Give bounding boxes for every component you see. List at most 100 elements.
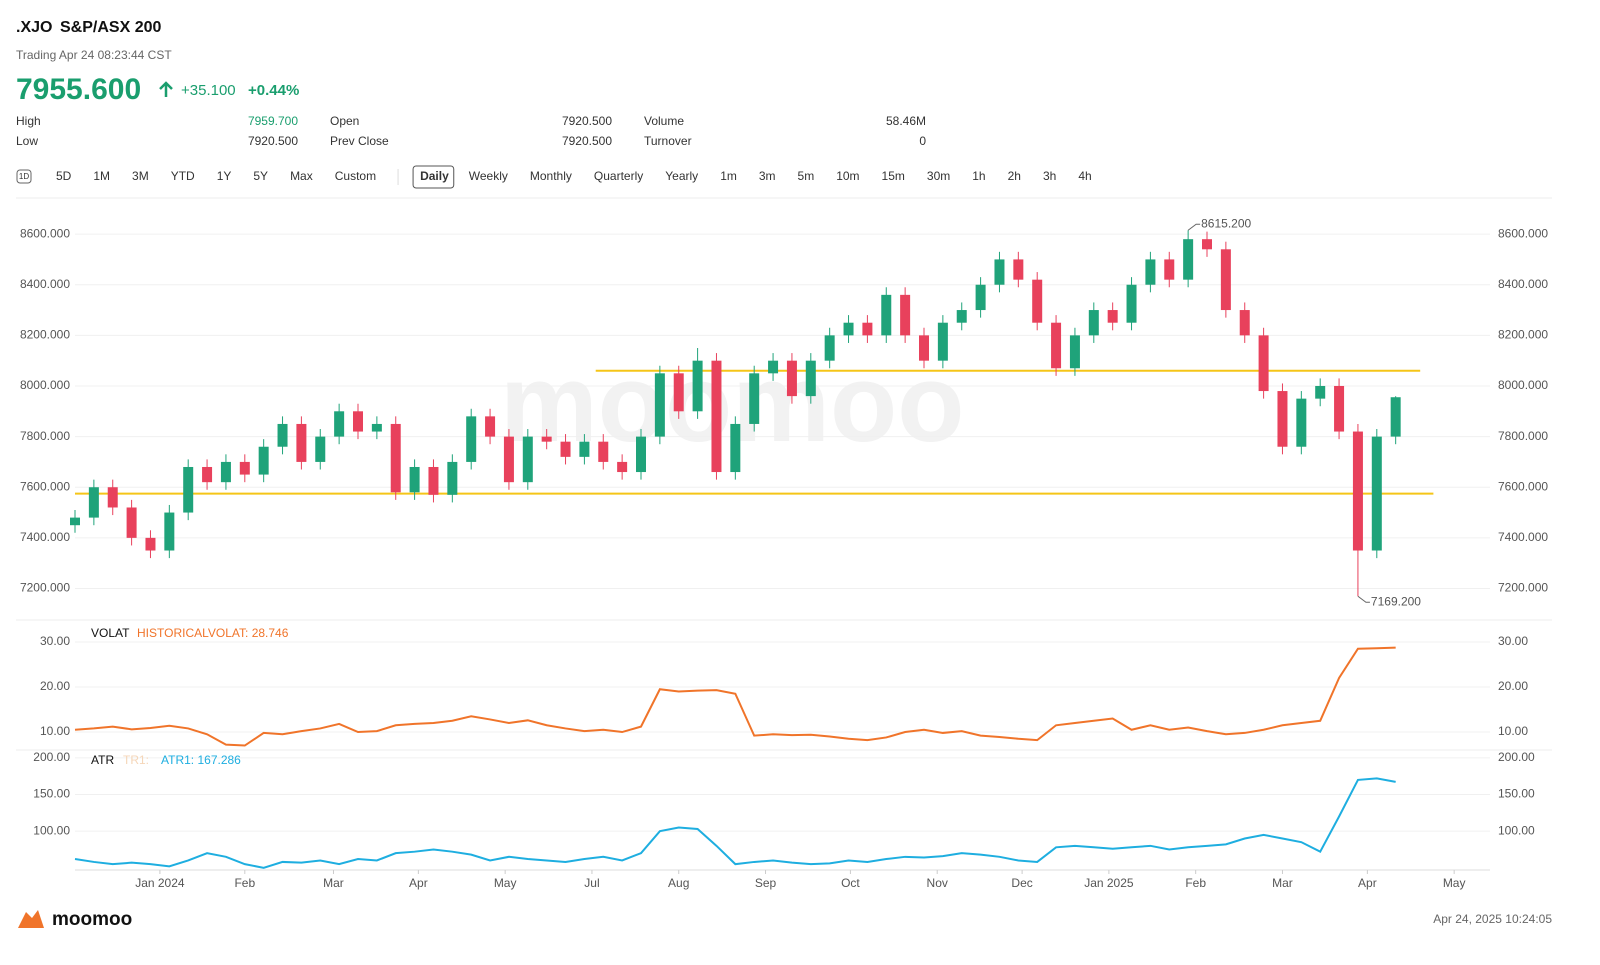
- annotation: 8615.200: [1201, 216, 1251, 230]
- legend-entry: TR1:: [123, 753, 149, 767]
- y-tick-label-right: 30.00: [1498, 634, 1528, 648]
- candle-body: [730, 423, 741, 473]
- toolbar-item[interactable]: 5m: [798, 169, 815, 183]
- stat-value: 58.46M: [886, 114, 926, 128]
- candle-body: [749, 373, 760, 424]
- toolbar-item[interactable]: 10m: [836, 169, 859, 183]
- y-tick-label: 7200.000: [20, 581, 70, 595]
- x-tick-label: Sep: [755, 876, 777, 890]
- toolbar-item[interactable]: 5D: [56, 169, 72, 183]
- toolbar-item[interactable]: Quarterly: [594, 169, 643, 183]
- candle-body: [1334, 385, 1345, 432]
- y-tick-label: 7600.000: [20, 479, 70, 493]
- stat-value: 0: [919, 134, 926, 148]
- toolbar-item[interactable]: 3M: [132, 169, 149, 183]
- toolbar-item[interactable]: 4h: [1078, 169, 1091, 183]
- interval-icon[interactable]: 1D: [19, 172, 29, 181]
- x-tick-label: Jul: [584, 876, 599, 890]
- toolbar-item[interactable]: 1h: [972, 169, 985, 183]
- selected-box[interactable]: [412, 165, 455, 189]
- toolbar-item[interactable]: Daily: [420, 169, 449, 183]
- toolbar-item[interactable]: 1m: [720, 169, 737, 183]
- y-tick-label-right: 8200.000: [1498, 328, 1548, 342]
- y-tick-label-right: 7600.000: [1498, 479, 1548, 493]
- y-tick-label: 7400.000: [20, 530, 70, 544]
- timestamp: Apr 24, 2025 10:24:05: [1433, 912, 1552, 926]
- candle-body: [315, 436, 326, 462]
- legend-entry: HISTORICALVOLAT: 28.746: [137, 626, 289, 640]
- candle-body: [1239, 310, 1250, 336]
- toolbar-item[interactable]: Custom: [335, 169, 376, 183]
- candle-body: [1352, 431, 1363, 551]
- candle-body: [1258, 335, 1269, 392]
- y-tick-label: 7800.000: [20, 429, 70, 443]
- toolbar-item[interactable]: 1Y: [217, 169, 232, 183]
- candle-body: [1277, 391, 1288, 447]
- x-tick-label: Nov: [927, 876, 948, 890]
- change: +35.100: [181, 82, 236, 99]
- x-tick-label: Apr: [1358, 876, 1377, 890]
- toolbar-item[interactable]: YTD: [171, 169, 195, 183]
- candle-body: [202, 466, 213, 483]
- x-tick-label: Jan 2024: [135, 876, 185, 890]
- candle-body: [503, 436, 514, 483]
- y-tick-label-right: 200.00: [1498, 750, 1535, 764]
- stat-label: Turnover: [644, 134, 692, 148]
- candle-body: [334, 411, 345, 437]
- toolbar-item[interactable]: Weekly: [469, 169, 508, 183]
- candle-body: [824, 335, 835, 361]
- stat-value: 7920.500: [562, 114, 612, 128]
- annotation-leader: [1357, 595, 1370, 603]
- icon-box[interactable]: [16, 169, 32, 184]
- index-name: S&P/ASX 200: [60, 19, 161, 36]
- x-tick-label: May: [494, 876, 517, 890]
- toolbar-item[interactable]: Monthly: [530, 169, 572, 183]
- toolbar-item[interactable]: 1M: [93, 169, 110, 183]
- y-tick-label-right: 20.00: [1498, 679, 1528, 693]
- y-tick-label-right: 7800.000: [1498, 429, 1548, 443]
- y-tick-label: 8200.000: [20, 328, 70, 342]
- toolbar-item[interactable]: 15m: [882, 169, 905, 183]
- stat-label: Prev Close: [330, 134, 389, 148]
- y-tick-label: 8600.000: [20, 226, 70, 240]
- y-tick-label: 200.00: [33, 750, 70, 764]
- toolbar-item[interactable]: Yearly: [665, 169, 698, 183]
- candle-body: [522, 436, 533, 483]
- toolbar-item[interactable]: Max: [290, 169, 313, 183]
- toolbar-item[interactable]: 5Y: [253, 169, 268, 183]
- stat-label: Open: [330, 114, 359, 128]
- stat-value: 7920.500: [562, 134, 612, 148]
- stat-value: 7959.700: [248, 114, 298, 128]
- candle-body: [1126, 284, 1137, 323]
- candle-body: [1107, 310, 1118, 323]
- candle-body: [485, 416, 496, 437]
- candle-body: [805, 360, 816, 397]
- toolbar-item[interactable]: 30m: [927, 169, 950, 183]
- y-tick-label: 100.00: [33, 823, 70, 837]
- candle-body: [447, 461, 458, 495]
- annotation: 7169.200: [1371, 594, 1421, 608]
- candle-body: [1315, 385, 1326, 399]
- candle-body: [296, 423, 307, 462]
- change-pct: +0.44%: [248, 82, 299, 99]
- candle-body: [70, 517, 80, 526]
- candle-body: [183, 466, 194, 513]
- toolbar-item[interactable]: 3m: [759, 169, 776, 183]
- candle-body: [673, 373, 684, 412]
- candle-body: [975, 284, 986, 311]
- x-tick-label: Oct: [841, 876, 860, 890]
- logo: [18, 910, 44, 928]
- y-tick-label: 10.00: [40, 724, 70, 738]
- y-tick-label: 8000.000: [20, 378, 70, 392]
- candle-body: [598, 441, 609, 462]
- stat-label: Volume: [644, 114, 684, 128]
- y-tick-label-right: 7400.000: [1498, 530, 1548, 544]
- candle-body: [1202, 239, 1212, 250]
- toolbar-item[interactable]: 3h: [1043, 169, 1056, 183]
- toolbar-item[interactable]: 2h: [1008, 169, 1021, 183]
- candle-body: [145, 537, 156, 551]
- candle-body: [1371, 436, 1382, 551]
- y-tick-label-right: 8400.000: [1498, 277, 1548, 291]
- candle-body: [786, 360, 797, 397]
